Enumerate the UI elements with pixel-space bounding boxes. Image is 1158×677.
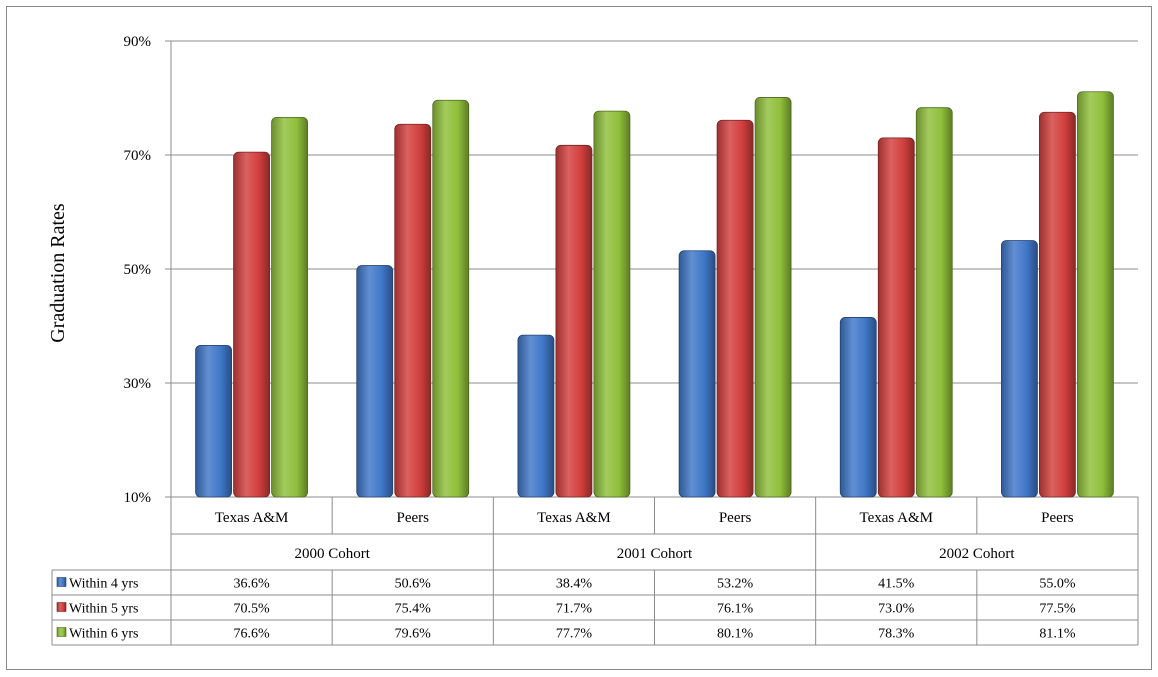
group-label: 2001 Cohort (617, 546, 693, 562)
legend-key-within-4-yrs (56, 577, 67, 587)
bar-within-5-yrs-0 (233, 151, 270, 498)
category-label: Texas A&M (537, 510, 611, 526)
y-tick-label: 30% (124, 376, 152, 392)
category-label: Texas A&M (859, 510, 933, 526)
y-tick-label: 70% (124, 148, 152, 164)
category-label: Peers (1041, 510, 1074, 526)
grid-layer (171, 40, 1138, 498)
series-name: Within 6 yrs (69, 627, 138, 642)
data-label: 55.0% (1039, 577, 1076, 592)
data-label: 70.5% (233, 602, 270, 617)
bar-within-5-yrs-2 (555, 144, 593, 498)
bar-within-4-yrs-5 (1001, 240, 1038, 498)
bar-within-6-yrs-3 (754, 97, 792, 498)
legend-key-within-6-yrs (56, 627, 67, 637)
data-label: 77.7% (556, 627, 593, 642)
chart-frame: 10% 30% 50% 70% 90% Texas A&M Peers Texas A&M P… (6, 6, 1152, 670)
bar-within-6-yrs-4 (915, 107, 953, 498)
group-label: 2002 Cohort (939, 546, 1015, 562)
data-label: 79.6% (395, 627, 432, 642)
data-label: 50.6% (395, 577, 432, 592)
data-label: 71.7% (556, 602, 593, 617)
y-axis-title: Graduation Rates (47, 203, 69, 343)
bar-within-6-yrs-5 (1077, 91, 1114, 498)
legend-key-within-5-yrs (56, 602, 67, 612)
bar-within-4-yrs-4 (839, 317, 877, 498)
data-label: 75.4% (395, 602, 432, 617)
bar-within-6-yrs-1 (432, 99, 470, 498)
data-label: 41.5% (878, 577, 915, 592)
data-label: 81.1% (1039, 627, 1076, 642)
bar-within-6-yrs-0 (271, 116, 308, 498)
data-table: Texas A&M Peers Texas A&M Peers Texas A&M Pee… (51, 497, 1139, 646)
category-label: Texas A&M (215, 510, 289, 526)
data-label: 38.4% (556, 577, 593, 592)
bar-within-4-yrs-0 (195, 344, 232, 498)
data-label: 76.1% (717, 602, 754, 617)
axis-layer: 10% 30% 50% 70% 90% (124, 34, 172, 506)
bar-within-5-yrs-5 (1039, 111, 1076, 498)
bar-within-4-yrs-2 (517, 334, 555, 498)
bar-within-4-yrs-3 (678, 250, 716, 498)
category-label: Peers (719, 510, 752, 526)
data-label: 73.0% (878, 602, 915, 617)
data-label: 78.3% (878, 627, 915, 642)
y-tick-label: 50% (124, 262, 152, 278)
data-label: 77.5% (1039, 602, 1076, 617)
bar-within-5-yrs-4 (877, 137, 915, 498)
group-label: 2000 Cohort (294, 546, 370, 562)
data-label: 36.6% (233, 577, 270, 592)
bar-within-6-yrs-2 (593, 110, 631, 498)
bar-within-5-yrs-3 (716, 119, 754, 498)
category-label: Peers (397, 510, 430, 526)
series-name: Within 4 yrs (69, 577, 138, 592)
bar-within-5-yrs-1 (394, 123, 432, 498)
y-tick-label: 10% (124, 490, 152, 506)
data-label: 76.6% (233, 627, 270, 642)
bar-within-4-yrs-1 (356, 265, 394, 498)
graduation-rates-chart: 10% 30% 50% 70% 90% Texas A&M Peers Texas A&M P… (47, 34, 1139, 646)
data-label: 80.1% (717, 627, 754, 642)
bars-layer (195, 91, 1114, 498)
y-tick-label: 90% (124, 34, 152, 50)
series-name: Within 5 yrs (69, 602, 138, 617)
data-label: 53.2% (717, 577, 754, 592)
